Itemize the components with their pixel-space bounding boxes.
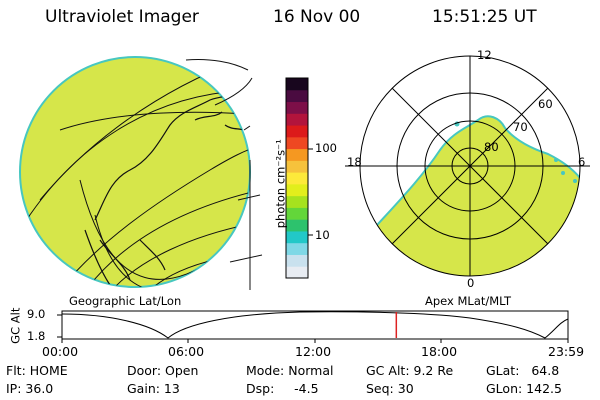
altitude-plot <box>57 310 569 343</box>
time-tick-4: 23:59 <box>548 344 585 359</box>
colorbar-tick-10: 10 <box>315 228 330 242</box>
altitude-ylabel: GC Alt <box>8 307 23 344</box>
mlt-label-6: 6 <box>578 155 586 169</box>
colorbar-segment <box>286 242 308 255</box>
mlt-label-18: 18 <box>347 155 362 169</box>
status-glon: GLon: 142.5 <box>486 381 562 396</box>
mlat-label-80: 80 <box>484 140 499 154</box>
colorbar-segment <box>286 207 308 220</box>
status-gain: Gain: 13 <box>127 381 180 396</box>
geographic-image <box>19 56 263 290</box>
instrument-title: Ultraviolet Imager <box>45 7 199 27</box>
colorbar-segment <box>286 266 308 279</box>
geographic-caption: Geographic Lat/Lon <box>69 294 182 308</box>
colorbar-segment <box>286 160 308 173</box>
status-seq: Seq: 30 <box>366 381 414 396</box>
time-label: 15:51:25 UT <box>432 7 537 27</box>
mlt-label-0: 0 <box>467 276 475 290</box>
magnetic-caption: Apex MLat/MLT <box>425 294 512 308</box>
colorbar-segment <box>286 78 308 91</box>
mlat-label-60: 60 <box>538 97 553 111</box>
mlt-label-12: 12 <box>477 48 492 62</box>
colorbar-segment <box>286 136 308 150</box>
colorbar-segment <box>286 148 308 161</box>
colorbar-unit-label: photon cm⁻²s⁻¹ <box>273 139 288 229</box>
colorbar-segment <box>286 183 308 197</box>
status-door: Door: Open <box>127 363 199 378</box>
magnetic-polar-plot <box>345 55 590 277</box>
colorbar-segment <box>286 113 308 126</box>
time-tick-0: 00:00 <box>42 344 79 359</box>
altitude-ytick-high: 9.0 <box>27 307 46 321</box>
colorbar-segment <box>286 172 308 185</box>
mlat-label-70: 70 <box>513 120 528 134</box>
status-flt: Flt: HOME <box>6 363 68 378</box>
colorbar <box>286 78 308 279</box>
status-mode: Mode: Normal <box>246 363 334 378</box>
time-tick-1: 06:00 <box>168 344 205 359</box>
time-tick-2: 12:00 <box>295 344 332 359</box>
status-glat: GLat: 64.8 <box>486 363 560 378</box>
status-dsp: Dsp: -4.5 <box>246 381 319 396</box>
colorbar-segment <box>286 125 308 138</box>
date-label: 16 Nov 00 <box>273 7 361 27</box>
colorbar-segment <box>286 230 308 244</box>
colorbar-segment <box>286 101 308 114</box>
status-gc-alt: GC Alt: 9.2 Re <box>366 363 454 378</box>
colorbar-segment <box>286 89 308 103</box>
colorbar-segment <box>286 195 308 208</box>
altitude-ytick-low: 1.8 <box>27 329 46 343</box>
colorbar-segment <box>286 219 308 232</box>
auroral-oval-image <box>360 115 580 276</box>
colorbar-segment <box>286 254 308 267</box>
time-tick-3: 18:00 <box>421 344 458 359</box>
status-ip: IP: 36.0 <box>6 381 54 396</box>
colorbar-tick-100: 100 <box>315 141 337 155</box>
